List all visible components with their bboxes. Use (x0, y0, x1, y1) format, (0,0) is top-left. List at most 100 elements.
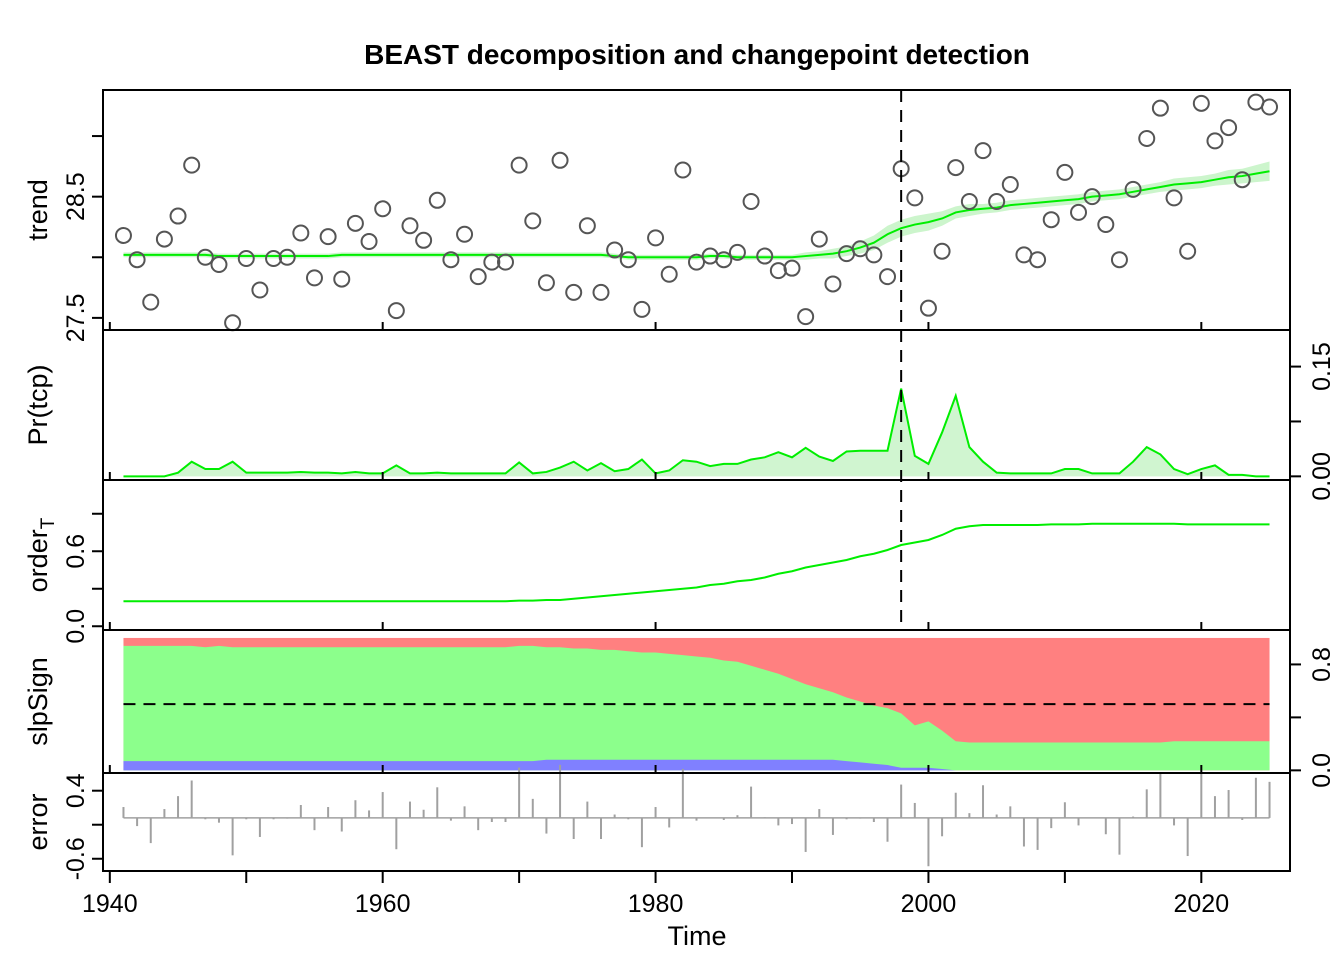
observed-point (401, 217, 419, 235)
observed-point (960, 193, 978, 211)
observed-point (660, 265, 678, 283)
observed-point (1179, 242, 1197, 260)
observed-point (933, 242, 951, 260)
observed-point (906, 189, 924, 207)
trend-y-label: trend (23, 179, 53, 241)
order-y-tick-label-0: 0.0 (62, 609, 90, 644)
observed-point (824, 275, 842, 293)
slpSign-y-tick-label-0: 0.0 (1308, 753, 1336, 788)
observed-point (1070, 203, 1088, 221)
observed-point (1165, 189, 1183, 207)
slpSign-y-tick-label-1: 0.8 (1308, 647, 1336, 682)
order-line (123, 522, 1270, 603)
observed-point (415, 231, 433, 249)
x-tick-label-1: 1960 (355, 890, 411, 918)
observed-point (292, 224, 310, 242)
prob-y-label: Pr(tcp) (23, 365, 53, 446)
observed-point (1110, 251, 1128, 269)
observed-point (128, 251, 146, 269)
observed-point (483, 253, 501, 271)
observed-point (742, 193, 760, 211)
prob-panel-frame (102, 329, 1291, 481)
x-tick-label-0: 1940 (82, 890, 138, 918)
error-y-tick-label-0: -0.6 (62, 837, 90, 880)
changepoint-prob-area (123, 388, 1270, 477)
order-y-tick-label-1: 0.6 (62, 534, 90, 569)
trend-y-tick-label-0: 27.5 (62, 294, 90, 343)
observed-point (1029, 251, 1047, 269)
observed-point (469, 268, 487, 286)
observed-point (1056, 163, 1074, 181)
observed-point (305, 269, 323, 287)
observed-point (1220, 119, 1238, 137)
order-y-label-main: order (23, 529, 53, 592)
observed-point (592, 283, 610, 301)
observed-point (496, 253, 514, 271)
observed-point (196, 248, 214, 266)
observed-point (537, 274, 555, 292)
observed-point (183, 156, 201, 174)
observed-point (1138, 129, 1156, 147)
x-tick-label-3: 2000 (901, 890, 957, 918)
observed-point (974, 142, 992, 160)
x-tick-label-2: 1980 (628, 890, 684, 918)
observed-point (647, 229, 665, 247)
observed-point (278, 248, 296, 266)
observed-point (947, 159, 965, 177)
order-y-label: orderT (23, 517, 59, 592)
trend-panel-frame (102, 89, 1291, 331)
observed-point (783, 259, 801, 277)
observed-point (456, 225, 474, 243)
observed-point (1233, 171, 1251, 189)
observed-point (1042, 211, 1060, 229)
observed-point (865, 246, 883, 264)
observed-point (810, 230, 828, 248)
observed-point (142, 293, 160, 311)
observed-point (688, 253, 705, 271)
prob-y-tick-label-1: 0.15 (1308, 342, 1336, 391)
observed-point (224, 314, 242, 332)
changepoint-prob-line (123, 388, 1270, 478)
observed-point (551, 151, 569, 169)
observed-point (674, 161, 692, 179)
prob-y-tick-label-0: 0.00 (1308, 452, 1336, 501)
observed-point (851, 240, 869, 258)
observed-point (578, 217, 596, 235)
x-axis-label: Time (668, 921, 727, 951)
observed-point (333, 270, 351, 288)
error-y-label: error (23, 793, 53, 850)
slope-negative-area (123, 759, 1270, 771)
observed-point (265, 249, 283, 267)
plot-area: 27.5 28.5 trend 0.00 0.15 Pr(tcp) 0.0 0.6orderT… (23, 89, 1336, 918)
observed-point (715, 251, 733, 269)
slope-zero-area (123, 645, 1270, 771)
observed-point (155, 230, 173, 248)
observed-point (919, 299, 937, 317)
observed-point (619, 251, 637, 269)
observed-point (114, 226, 132, 244)
observed-point (728, 243, 746, 261)
observed-point (251, 281, 269, 299)
observed-point (606, 241, 624, 259)
observed-point (319, 228, 337, 246)
trend-y-tick-label-1: 28.5 (62, 172, 90, 221)
observed-point (1083, 188, 1101, 206)
observed-point (1001, 176, 1019, 194)
chart-title: BEAST decomposition and changepoint dete… (364, 39, 1030, 70)
observed-point (879, 268, 897, 286)
slpSign-y-label: slpSign (23, 657, 53, 746)
observed-point (360, 233, 378, 251)
observed-point (1192, 94, 1210, 112)
observed-point (769, 262, 787, 280)
observed-point (524, 212, 542, 230)
observed-point (346, 214, 364, 232)
observed-point (988, 193, 1006, 211)
observed-point (428, 191, 446, 209)
observed-point (237, 249, 255, 267)
order-panel-frame (102, 479, 1291, 631)
observed-point (633, 300, 651, 318)
observed-point (374, 200, 392, 218)
observed-point (169, 207, 187, 225)
error-panel-frame (102, 772, 1291, 872)
